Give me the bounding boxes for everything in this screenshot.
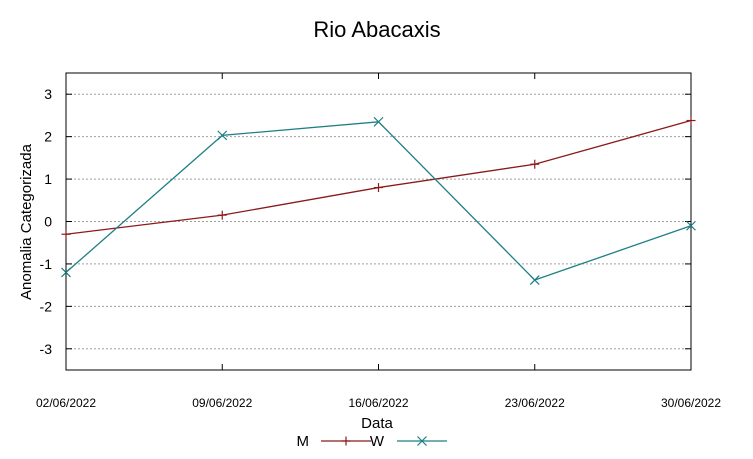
series-line-M: [65, 119, 692, 235]
x-tick-label: 02/06/2022: [36, 396, 96, 410]
y-tick-label: 3: [44, 86, 52, 102]
y-axis-label: Anomalia Categorizada: [18, 143, 35, 300]
y-tick-label: -2: [40, 298, 53, 314]
data-point-M: [217, 210, 227, 220]
y-axis: 3 2 1 0 -1 -2 -3: [40, 86, 691, 357]
data-point-M: [374, 183, 383, 193]
legend-label-W: W: [370, 433, 385, 450]
legend-marker-M: [341, 436, 351, 446]
x-tick-label: 30/06/2022: [661, 396, 721, 410]
series-group: [61, 116, 696, 285]
x-tick-label: 09/06/2022: [192, 396, 252, 410]
x-tick-label: 23/06/2022: [505, 396, 565, 410]
x-axis: 02/06/2022 09/06/2022 16/06/2022 23/06/2022…: [36, 73, 721, 410]
y-tick-label: -3: [40, 341, 53, 357]
legend-label-M: M: [297, 433, 310, 450]
data-point-W: [373, 116, 384, 127]
data-point-W: [217, 130, 228, 141]
data-point-W: [529, 275, 540, 285]
x-axis-label: Data: [361, 415, 393, 432]
data-point-W: [686, 220, 696, 231]
data-point-W: [61, 267, 71, 278]
data-point-M: [530, 159, 540, 169]
y-tick-label: 2: [44, 129, 52, 145]
data-point-M: [61, 229, 71, 239]
y-tick-label: 1: [44, 171, 52, 187]
data-point-M: [686, 116, 696, 126]
grid: [66, 93, 691, 350]
y-tick-label: -1: [40, 256, 53, 272]
chart-title: Rio Abacaxis: [313, 17, 440, 42]
x-tick-label: 16/06/2022: [348, 396, 408, 410]
series-line-W: [65, 121, 692, 281]
y-tick-label: 0: [44, 214, 52, 230]
legend-marker-W: [417, 436, 427, 446]
